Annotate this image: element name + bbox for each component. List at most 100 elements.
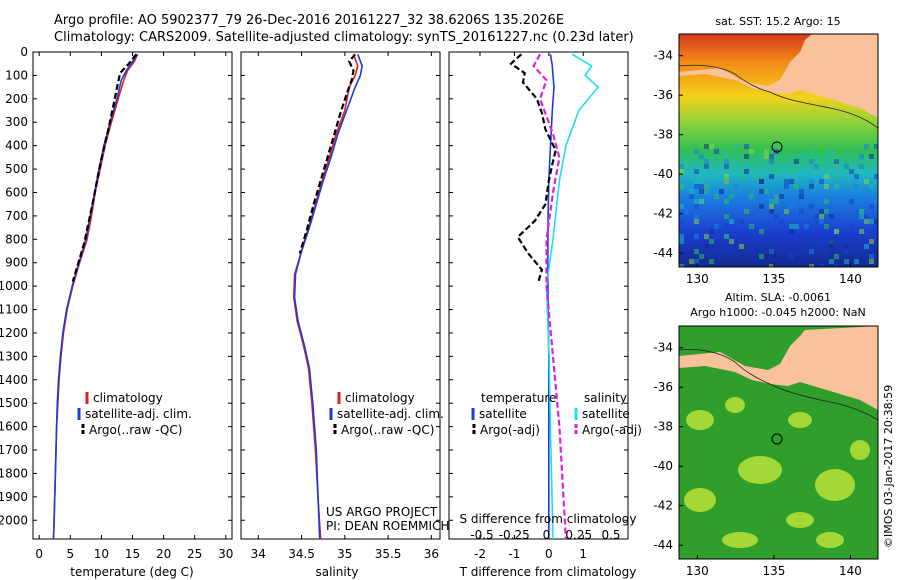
sst-pixel bbox=[769, 159, 774, 164]
sla-map-title: Altim. SLA: -0.0061 bbox=[725, 291, 831, 304]
sst-pixel bbox=[729, 219, 734, 224]
sst-map-title: sat. SST: 15.2 Argo: 15 bbox=[715, 15, 840, 28]
sst-pixel bbox=[819, 214, 824, 219]
sst-pixel bbox=[694, 149, 699, 154]
lat-tick-label: -40 bbox=[653, 459, 673, 473]
lon-tick-label: 140 bbox=[839, 272, 862, 286]
depth-tick-label: 1200 bbox=[0, 326, 28, 340]
legend-entry-argo: Argo(..raw -QC) bbox=[341, 423, 434, 437]
sla-anomaly-blob bbox=[788, 412, 812, 428]
depth-tick-label: 400 bbox=[5, 139, 28, 153]
sst-pixel bbox=[679, 219, 684, 224]
depth-tick-label: 1100 bbox=[0, 303, 28, 317]
sst-pixel bbox=[704, 234, 709, 239]
lat-tick-label: -38 bbox=[653, 128, 673, 142]
sst-pixel bbox=[739, 244, 744, 249]
depth-tick-label: 700 bbox=[5, 209, 28, 223]
sst-pixel bbox=[814, 164, 819, 169]
sst-pixel bbox=[854, 259, 859, 264]
lat-tick-label: -36 bbox=[653, 88, 673, 102]
difference-axes bbox=[448, 51, 629, 540]
difference-legend: temperature satellite Argo(-adj) salinit… bbox=[471, 391, 642, 437]
sla-anomaly-blob bbox=[816, 532, 844, 548]
sst-pixel bbox=[854, 184, 859, 189]
coastline-contour bbox=[679, 349, 878, 421]
sla-anomaly-blob bbox=[684, 488, 716, 512]
sst-pixel bbox=[754, 249, 759, 254]
sst-pixel bbox=[729, 239, 734, 244]
sst-pixel bbox=[874, 144, 878, 149]
x-tick-label: 1 bbox=[579, 547, 587, 561]
legend-entry-satellite: satellite-adj. clim. bbox=[337, 407, 444, 421]
sst-pixel bbox=[699, 174, 704, 179]
x-tick-label: 5 bbox=[66, 547, 74, 561]
depth-tick-label: 1600 bbox=[0, 420, 28, 434]
sst-pixel bbox=[874, 174, 878, 179]
annotation-project: US ARGO PROJECT bbox=[326, 505, 438, 519]
sst-pixel bbox=[774, 214, 779, 219]
sst-pixel bbox=[754, 174, 759, 179]
imos-timestamp: ©IMOS 03-Jan-2017 20:38:59 bbox=[882, 385, 895, 548]
sla-anomaly-blob bbox=[850, 440, 870, 460]
sst-pixel bbox=[779, 194, 784, 199]
sst-pixel bbox=[759, 204, 764, 209]
series-line-argo-raw-qc- bbox=[298, 53, 357, 254]
sla-anomaly-blob bbox=[686, 410, 714, 430]
sst-pixel bbox=[829, 149, 834, 154]
sst-pixel bbox=[714, 224, 719, 229]
x-top-tick-label: -0.5 bbox=[470, 528, 493, 542]
sst-pixel bbox=[794, 224, 799, 229]
sst-pixel bbox=[789, 204, 794, 209]
sst-pixel bbox=[694, 179, 699, 184]
legend-heading-temperature: temperature bbox=[481, 391, 556, 405]
x-top-tick-label: 0.25 bbox=[565, 528, 592, 542]
sst-pixel bbox=[799, 189, 804, 194]
sst-pixel bbox=[709, 174, 714, 179]
sst-pixel bbox=[824, 209, 829, 214]
salinity-xlabel: salinity bbox=[315, 565, 358, 579]
legend-entry-s-satellite: satellite bbox=[582, 407, 630, 421]
sst-pixel bbox=[819, 239, 824, 244]
sst-pixel bbox=[819, 209, 824, 214]
sst-pixel bbox=[684, 209, 689, 214]
sla-anomaly-blob bbox=[725, 397, 745, 413]
sst-pixel bbox=[789, 254, 794, 259]
series-line-argo-raw-qc- bbox=[71, 53, 138, 282]
depth-tick-label: 1500 bbox=[0, 396, 28, 410]
sst-pixel bbox=[749, 224, 754, 229]
legend-entry-argo: Argo(..raw -QC) bbox=[89, 423, 182, 437]
salinity-panel: 34 34.5 35 35.5 36 salinity climatology sate… bbox=[240, 51, 449, 579]
sst-pixel bbox=[744, 264, 749, 267]
sst-pixel bbox=[694, 219, 699, 224]
sst-pixel bbox=[874, 219, 878, 224]
x-tick-label: 20 bbox=[156, 547, 171, 561]
sst-pixel bbox=[679, 169, 684, 174]
x-tick-label: 10 bbox=[94, 547, 109, 561]
series-line-satellite-adj-clim- bbox=[52, 53, 139, 539]
sst-pixel bbox=[704, 164, 709, 169]
sst-pixel bbox=[799, 194, 804, 199]
temperature-axes bbox=[32, 51, 233, 540]
sst-pixel bbox=[814, 229, 819, 234]
depth-tick-label: 1300 bbox=[0, 349, 28, 363]
sst-pixel bbox=[724, 174, 729, 179]
sst-pixel bbox=[859, 209, 864, 214]
sla-map-subtitle: Argo h1000: -0.045 h2000: NaN bbox=[690, 306, 866, 319]
sst-pixel bbox=[769, 204, 774, 209]
sst-pixel bbox=[834, 229, 839, 234]
sst-pixel bbox=[834, 174, 839, 179]
sst-pixel bbox=[854, 174, 859, 179]
sst-pixel bbox=[869, 239, 874, 244]
sst-pixel bbox=[769, 154, 774, 159]
sst-pixel bbox=[779, 149, 784, 154]
sst-pixel bbox=[694, 214, 699, 219]
sst-pixel bbox=[844, 244, 849, 249]
sst-pixel bbox=[809, 149, 814, 154]
sst-pixel bbox=[794, 184, 799, 189]
legend-entry-climatology: climatology bbox=[93, 391, 163, 405]
sst-pixel bbox=[834, 184, 839, 189]
sst-pixel bbox=[749, 149, 754, 154]
x-tick-label: 35.5 bbox=[375, 547, 402, 561]
sst-pixel bbox=[704, 184, 709, 189]
lat-tick-label: -38 bbox=[653, 420, 673, 434]
